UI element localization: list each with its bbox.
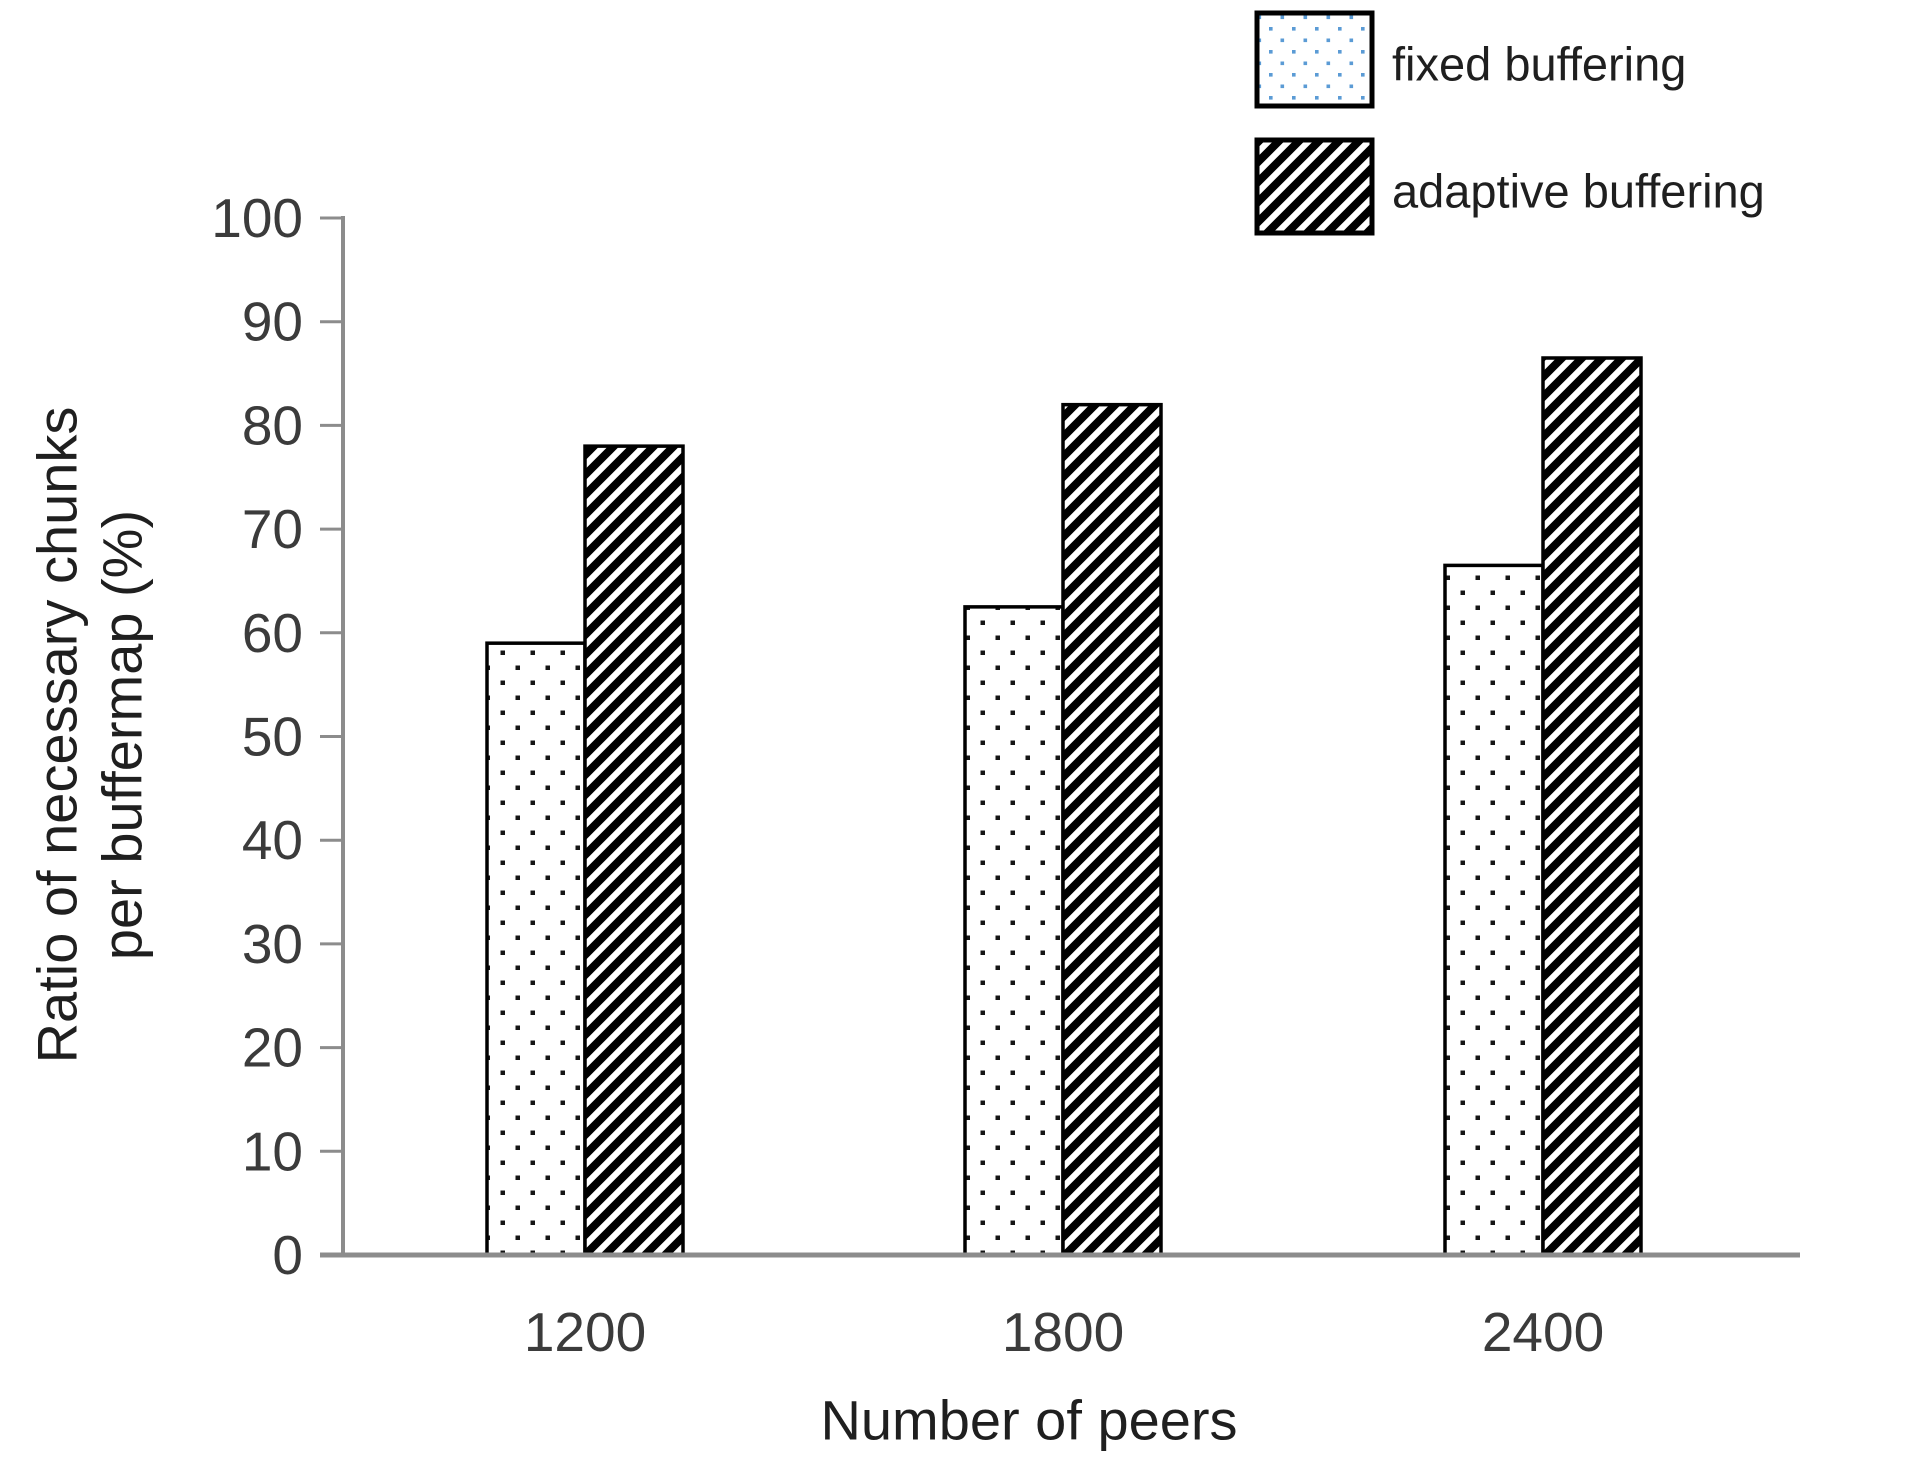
bar-fixed-buffering-1200 bbox=[485, 641, 587, 1257]
y-tick-label-80: 80 bbox=[242, 394, 303, 456]
y-tick-label-40: 40 bbox=[242, 809, 303, 871]
legend-swatch-adaptive-buffering bbox=[1254, 137, 1375, 236]
bar-fixed-buffering-2400 bbox=[1443, 563, 1545, 1257]
bars-layer bbox=[485, 356, 1643, 1257]
legend: fixed buffering adaptive buffering bbox=[1254, 10, 1765, 236]
y-tick-label-60: 60 bbox=[242, 602, 303, 664]
bar-adaptive-buffering-2400 bbox=[1541, 356, 1643, 1257]
y-axis-ticks: 0 10 20 30 40 50 60 70 80 90 100 bbox=[211, 187, 343, 1286]
x-tick-label-1200: 1200 bbox=[524, 1301, 646, 1363]
y-tick-label-30: 30 bbox=[242, 913, 303, 975]
bar-fixed-buffering-1800 bbox=[963, 605, 1065, 1257]
y-tick-label-50: 50 bbox=[242, 706, 303, 768]
legend-swatch-fixed-buffering bbox=[1254, 10, 1375, 109]
y-axis-title-line2: per buffermap (%) bbox=[91, 510, 154, 960]
legend-label-fixed-buffering: fixed buffering bbox=[1392, 38, 1686, 91]
y-tick-label-10: 10 bbox=[242, 1120, 303, 1182]
y-tick-label-100: 100 bbox=[211, 187, 303, 249]
bar-adaptive-buffering-1800 bbox=[1061, 402, 1163, 1257]
x-tick-label-1800: 1800 bbox=[1002, 1301, 1124, 1363]
x-axis-labels: 1200 1800 2400 bbox=[524, 1301, 1604, 1363]
y-tick-label-0: 0 bbox=[272, 1224, 303, 1286]
y-tick-label-90: 90 bbox=[242, 291, 303, 353]
y-axis-title-line1: Ratio of necessary chunks bbox=[26, 407, 89, 1064]
bar-adaptive-buffering-1200 bbox=[583, 444, 685, 1257]
legend-label-adaptive-buffering: adaptive buffering bbox=[1392, 165, 1765, 218]
y-tick-label-70: 70 bbox=[242, 498, 303, 560]
x-tick-label-2400: 2400 bbox=[1482, 1301, 1604, 1363]
y-tick-label-20: 20 bbox=[242, 1017, 303, 1079]
x-axis-title: Number of peers bbox=[820, 1389, 1237, 1452]
